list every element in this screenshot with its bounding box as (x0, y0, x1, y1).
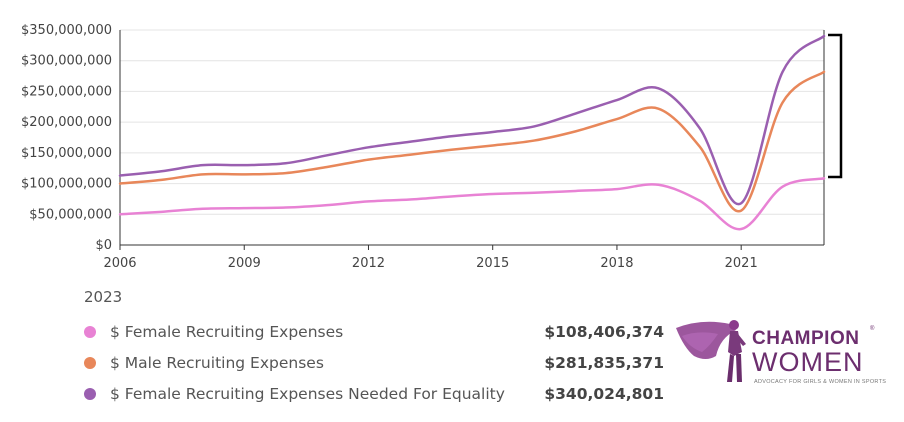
legend-item-value: $340,024,801 (544, 384, 664, 403)
legend-item-female[interactable]: $ Female Recruiting Expenses $108,406,37… (84, 316, 664, 347)
logo-text-champion: CHAMPION (752, 328, 860, 349)
legend: 2023 $ Female Recruiting Expenses $108,4… (84, 288, 664, 409)
x-tick-label: 2021 (725, 256, 758, 271)
legend-marker (84, 356, 96, 369)
legend-item-value: $108,406,374 (544, 322, 664, 341)
legend-year: 2023 (84, 288, 123, 306)
difference-bracket (828, 33, 843, 179)
legend-marker (84, 387, 96, 400)
y-tick-label: $100,000,000 (21, 177, 112, 192)
line-chart: $0 $50,000,000 $100,000,000 $150,000,000 $20… (21, 23, 843, 271)
axes (119, 30, 825, 250)
legend-item-label: $ Female Recruiting Expenses Needed For … (110, 384, 505, 403)
legend-item-label: $ Female Recruiting Expenses (110, 322, 344, 341)
x-tick-label: 2006 (103, 256, 136, 271)
y-tick-label: $350,000,000 (21, 23, 112, 38)
x-tick-label: 2012 (352, 256, 385, 271)
champion-women-logo: CHAMPION ® WOMEN ADVOCACY FOR GIRLS & WO… (672, 316, 892, 390)
y-tick-label: $50,000,000 (29, 207, 112, 222)
logo-registered-mark: ® (870, 326, 875, 332)
logo-tagline: ADVOCACY FOR GIRLS & WOMEN IN SPORTS (754, 379, 887, 385)
x-tick-label: 2015 (476, 256, 509, 271)
legend-item-equality[interactable]: $ Female Recruiting Expenses Needed For … (84, 378, 664, 409)
legend-item-male[interactable]: $ Male Recruiting Expenses $281,835,371 (84, 347, 664, 378)
legend-item-value: $281,835,371 (544, 353, 664, 372)
series-line-0[interactable] (118, 177, 826, 231)
y-tick-label: $250,000,000 (21, 84, 112, 99)
y-tick-label: $150,000,000 (21, 146, 112, 161)
legend-marker (84, 325, 96, 338)
y-tick-label: $200,000,000 (21, 115, 112, 130)
x-tick-label: 2018 (600, 256, 633, 271)
series-line-2[interactable] (118, 34, 826, 206)
gridlines (120, 29, 824, 215)
y-tick-label: $0 (95, 238, 112, 253)
y-tick-label: $300,000,000 (21, 54, 112, 69)
series-line-1[interactable] (118, 70, 826, 213)
legend-item-label: $ Male Recruiting Expenses (110, 353, 324, 372)
tick-labels: $0 $50,000,000 $100,000,000 $150,000,000 $20… (21, 23, 758, 271)
logo-text-women: WOMEN (752, 347, 864, 377)
superhero-figure-icon (676, 320, 746, 382)
series-lines (118, 34, 826, 231)
x-tick-label: 2009 (228, 256, 261, 271)
